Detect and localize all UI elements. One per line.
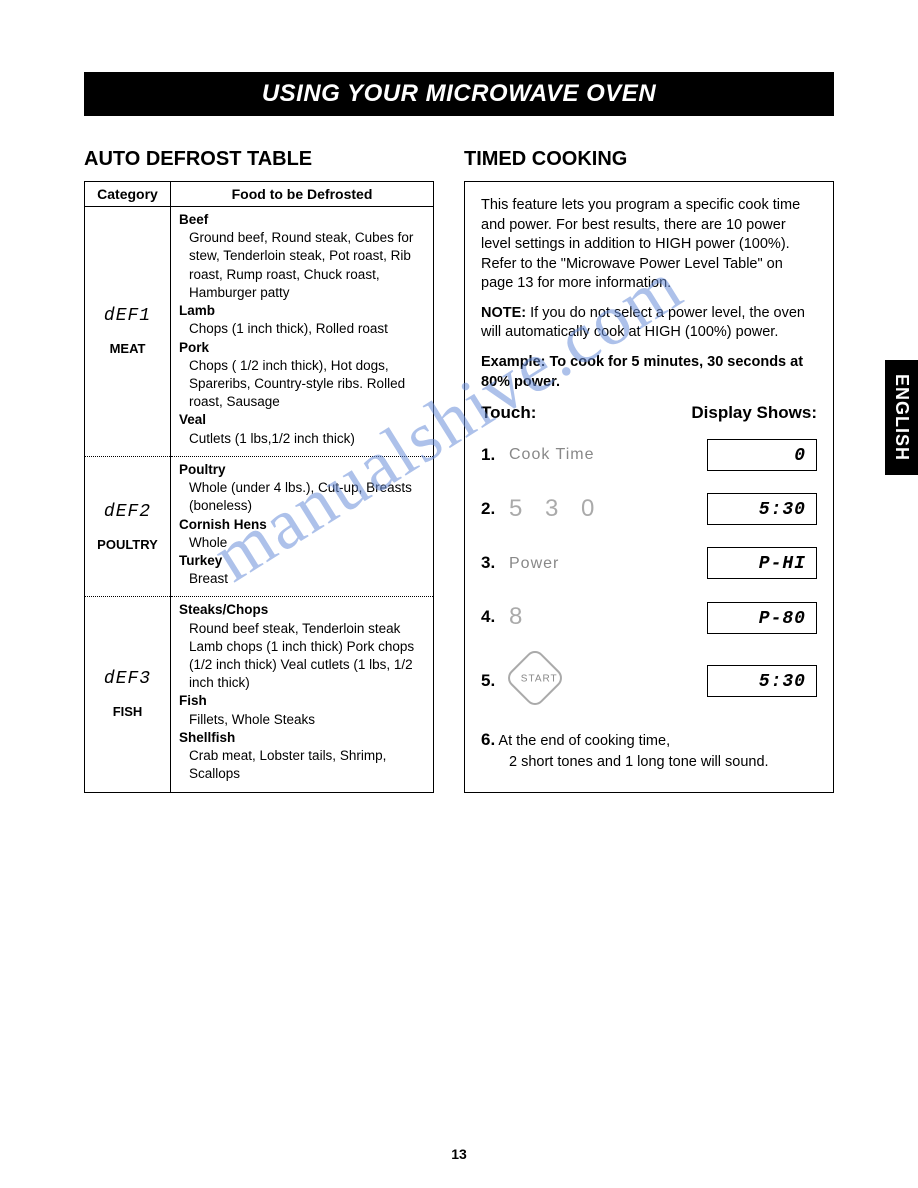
display-box: P-HI <box>707 547 817 579</box>
food-group-head: Beef <box>179 212 208 227</box>
food-group-items: Whole <box>179 534 425 552</box>
defrost-food-cell: Steaks/Chops Round beef steak, Tenderloi… <box>171 597 434 792</box>
timed-note: NOTE: If you do not select a power level… <box>481 304 817 343</box>
food-group-items: Round beef steak, Tenderloin steak Lamb … <box>179 620 425 693</box>
defrost-header-row: Category Food to be Defrosted <box>85 182 434 207</box>
step-row: 4. 8 P-80 <box>481 601 817 633</box>
food-group-items: Cutlets (1 lbs,1/2 inch thick) <box>179 430 425 448</box>
defrost-code: dEF1 <box>89 306 166 326</box>
timed-heading: TIMED COOKING <box>464 148 834 171</box>
step-number: 1. <box>481 444 509 467</box>
defrost-code: dEF2 <box>89 502 166 522</box>
food-group-head: Lamb <box>179 303 215 318</box>
step-touch: 8 <box>509 601 707 633</box>
food-group-items: Ground beef, Round steak, Cubes for stew… <box>179 229 425 302</box>
defrost-category-cell: dEF3 FISH <box>85 597 171 792</box>
defrost-table: Category Food to be Defrosted dEF1 MEAT … <box>84 181 434 793</box>
defrost-label: POULTRY <box>97 537 158 552</box>
step-number: 5. <box>481 670 509 693</box>
th-category: Category <box>85 182 171 207</box>
food-group-head: Turkey <box>179 553 222 568</box>
final-text: 2 short tones and 1 long tone will sound… <box>481 752 769 772</box>
food-group-head: Poultry <box>179 462 226 477</box>
final-text: At the end of cooking time, <box>495 733 670 749</box>
food-group-head: Fish <box>179 693 207 708</box>
defrost-label: FISH <box>113 704 143 719</box>
food-group-items: Fillets, Whole Steaks <box>179 711 425 729</box>
defrost-category-cell: dEF1 MEAT <box>85 207 171 457</box>
step-number: 3. <box>481 552 509 575</box>
step-touch-start: START <box>509 656 707 707</box>
step-touch: Cook Time <box>509 444 707 466</box>
step-row: 3. Power P-HI <box>481 547 817 579</box>
food-group-items: Crab meat, Lobster tails, Shrimp, Scallo… <box>179 747 425 783</box>
display-box: P-80 <box>707 602 817 634</box>
defrost-food-cell: Beef Ground beef, Round steak, Cubes for… <box>171 207 434 457</box>
final-step: 6. At the end of cooking time, 2 short t… <box>481 728 817 772</box>
step-touch: Power <box>509 553 707 575</box>
language-tab: ENGLISH <box>885 360 918 475</box>
timed-intro: This feature lets you program a specific… <box>481 196 817 294</box>
start-icon: START <box>504 647 566 709</box>
step-touch: 5 3 0 <box>509 493 707 525</box>
food-group-head: Steaks/Chops <box>179 602 268 617</box>
timed-headers: Touch: Display Shows: <box>481 402 817 425</box>
step-row: 2. 5 3 0 5:30 <box>481 493 817 525</box>
defrost-category-cell: dEF2 POULTRY <box>85 456 171 597</box>
defrost-row: dEF1 MEAT Beef Ground beef, Round steak,… <box>85 207 434 457</box>
note-label: NOTE: <box>481 305 526 321</box>
left-column: AUTO DEFROST TABLE Category Food to be D… <box>84 148 434 793</box>
two-column-layout: AUTO DEFROST TABLE Category Food to be D… <box>84 148 834 793</box>
display-header: Display Shows: <box>691 402 817 425</box>
step-number: 2. <box>481 498 509 521</box>
display-box: 0 <box>707 439 817 471</box>
display-box: 5:30 <box>707 665 817 697</box>
food-group-head: Pork <box>179 340 209 355</box>
step-row: 1. Cook Time 0 <box>481 439 817 471</box>
food-group-head: Veal <box>179 412 206 427</box>
th-food: Food to be Defrosted <box>171 182 434 207</box>
defrost-heading: AUTO DEFROST TABLE <box>84 148 434 171</box>
food-group-items: Chops (1 inch thick), Rolled roast <box>179 320 425 338</box>
page-number: 13 <box>0 1146 918 1162</box>
food-group-head: Shellfish <box>179 730 235 745</box>
defrost-code: dEF3 <box>89 669 166 689</box>
touch-header: Touch: <box>481 402 536 425</box>
display-box: 5:30 <box>707 493 817 525</box>
food-group-items: Whole (under 4 lbs.), Cut-up, Breasts (b… <box>179 479 425 515</box>
defrost-label: MEAT <box>110 341 146 356</box>
step-number: 4. <box>481 606 509 629</box>
step-number: 6. <box>481 730 495 749</box>
defrost-row: dEF2 POULTRY Poultry Whole (under 4 lbs.… <box>85 456 434 597</box>
food-group-items: Chops ( 1/2 inch thick), Hot dogs, Spare… <box>179 357 425 412</box>
defrost-food-cell: Poultry Whole (under 4 lbs.), Cut-up, Br… <box>171 456 434 597</box>
step-row: 5. START 5:30 <box>481 656 817 707</box>
food-group-items: Breast <box>179 570 425 588</box>
timed-example: Example: To cook for 5 minutes, 30 secon… <box>481 353 817 392</box>
defrost-row: dEF3 FISH Steaks/Chops Round beef steak,… <box>85 597 434 792</box>
right-column: TIMED COOKING This feature lets you prog… <box>464 148 834 793</box>
timed-box: This feature lets you program a specific… <box>464 181 834 793</box>
page-title-bar: USING YOUR MICROWAVE OVEN <box>84 72 834 116</box>
note-text: If you do not select a power level, the … <box>481 305 805 341</box>
food-group-head: Cornish Hens <box>179 517 267 532</box>
